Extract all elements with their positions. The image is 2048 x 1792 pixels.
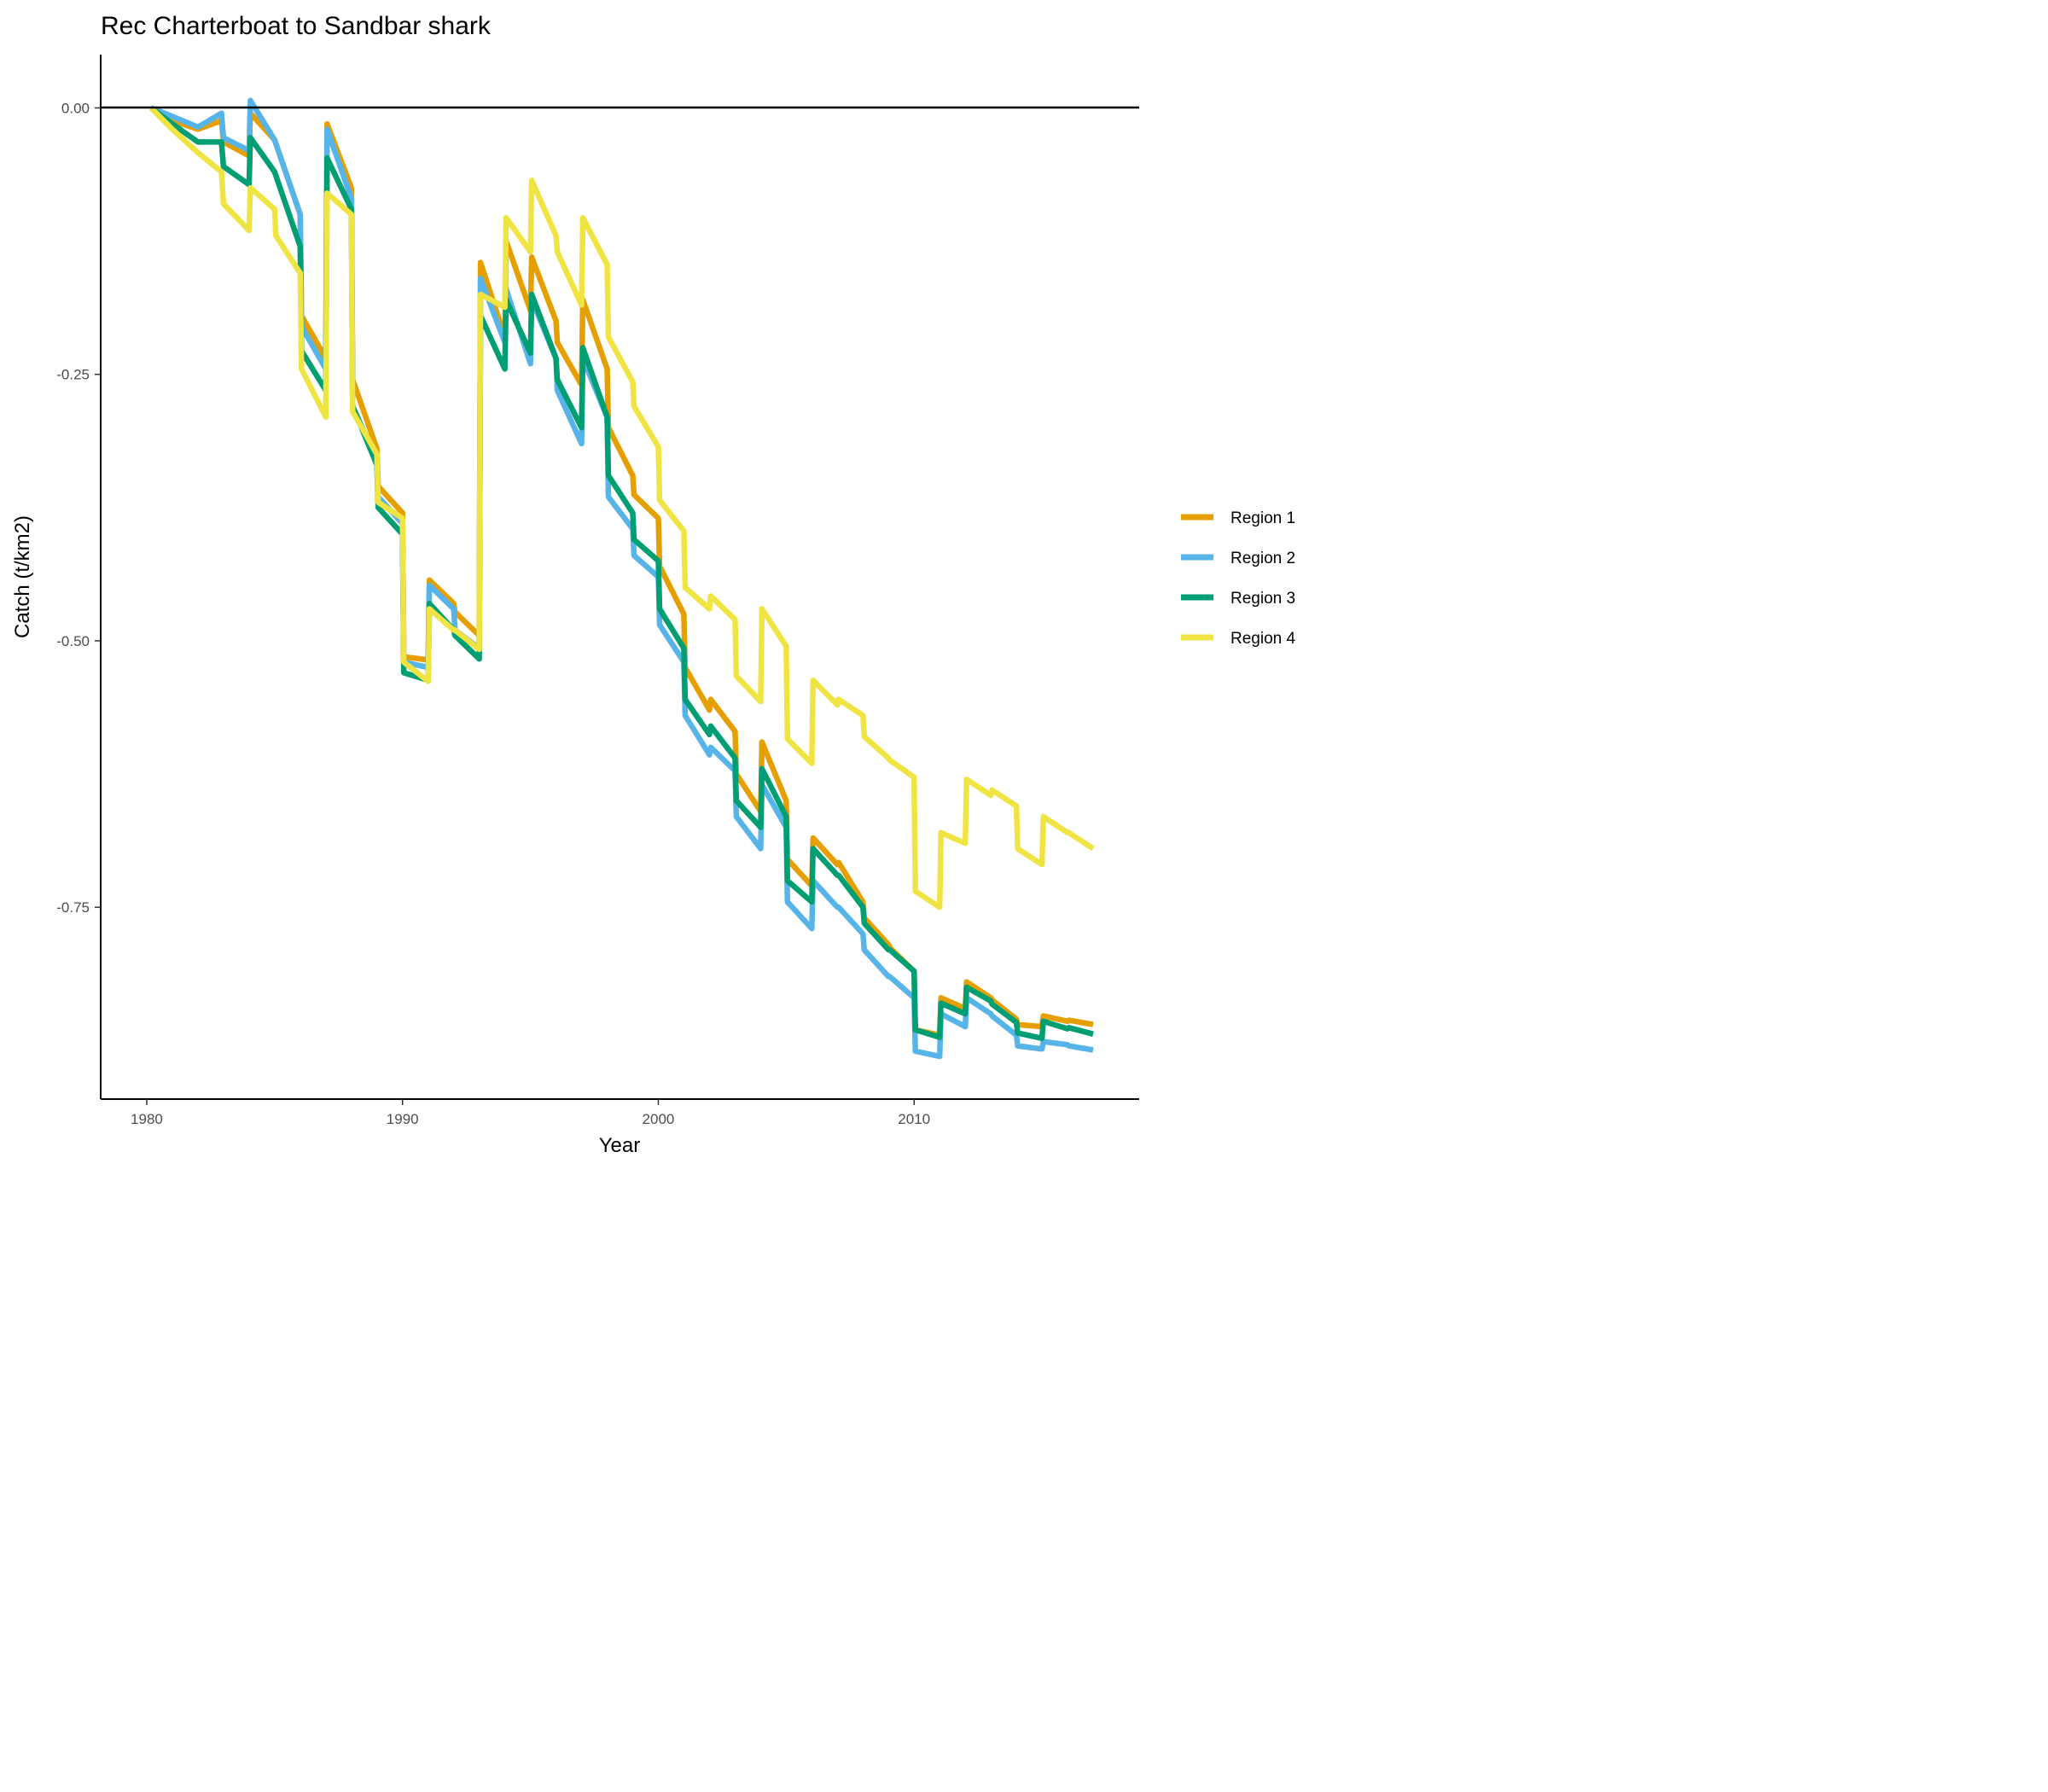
- y-axis-ticks: 0.00 -0.25 -0.50 -0.75: [56, 100, 101, 916]
- legend-label-region-4: Region 4: [1231, 630, 1295, 648]
- x-tick-label: 1980: [131, 1111, 163, 1127]
- legend-label-region-3: Region 3: [1231, 590, 1295, 608]
- line-chart: Rec Charterboat to Sandbar shark 1980 199…: [0, 0, 1318, 1157]
- y-tick-label: 0.00: [61, 100, 90, 116]
- x-tick-label: 2010: [898, 1111, 930, 1127]
- x-axis-ticks: 1980 1990 2000 2010: [131, 1099, 930, 1127]
- chart-container: Rec Charterboat to Sandbar shark 1980 199…: [0, 0, 1318, 1157]
- x-axis-title: Year: [599, 1134, 641, 1157]
- y-tick-label: -0.50: [56, 633, 90, 649]
- series-line-region-3: [149, 105, 1094, 1042]
- y-tick-label: -0.75: [56, 899, 90, 916]
- y-tick-label: -0.25: [56, 367, 90, 383]
- series-layer: [148, 97, 1095, 1060]
- legend: Region 1 Region 2 Region 3 Region 4: [1181, 509, 1295, 648]
- legend-label-region-1: Region 1: [1231, 509, 1295, 527]
- series-line-region-2: [149, 97, 1094, 1060]
- x-tick-label: 2000: [643, 1111, 675, 1127]
- x-tick-label: 1990: [387, 1111, 419, 1127]
- series-line-region-4: [148, 106, 1095, 911]
- legend-label-region-2: Region 2: [1231, 550, 1295, 567]
- chart-title: Rec Charterboat to Sandbar shark: [101, 12, 492, 40]
- y-axis-title: Catch (t/km2): [11, 515, 34, 638]
